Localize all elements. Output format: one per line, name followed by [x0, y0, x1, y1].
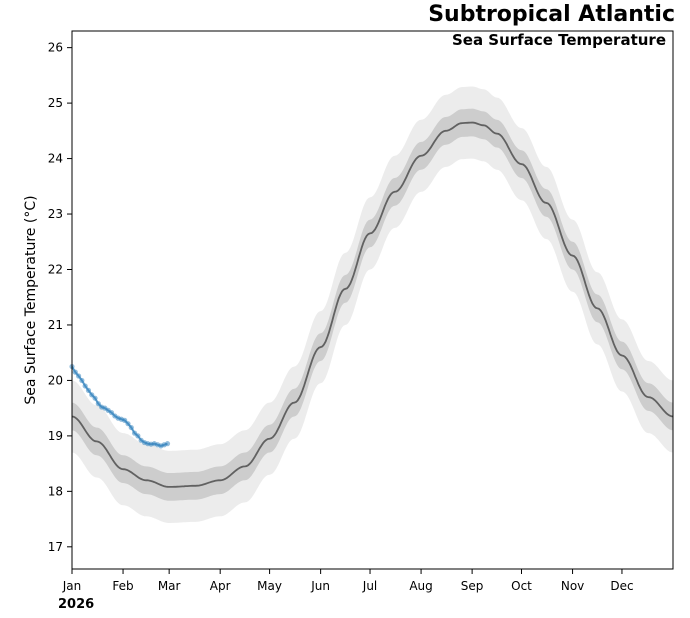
- y-tick-label: 20: [48, 373, 63, 387]
- x-tick-label: Jun: [310, 579, 330, 593]
- y-tick-label: 19: [48, 429, 63, 443]
- observed-series: [69, 363, 171, 449]
- outer-range-band: [72, 86, 673, 523]
- x-tick-label: Apr: [210, 579, 231, 593]
- chart-title: Subtropical Atlantic: [428, 2, 675, 27]
- y-axis-label: Sea Surface Temperature (°C): [23, 195, 39, 404]
- observed-point: [75, 373, 82, 379]
- observed-point: [79, 377, 85, 384]
- y-tick-label: 26: [48, 41, 63, 55]
- observed-point: [89, 392, 95, 398]
- y-tick-label: 21: [48, 318, 63, 332]
- x-tick-label: Dec: [610, 579, 633, 593]
- y-tick-label: 24: [48, 152, 63, 166]
- x-tick-label: Jul: [362, 579, 377, 593]
- observed-point: [85, 387, 92, 394]
- x-tick-label: May: [257, 579, 282, 593]
- climatology-mean: [72, 121, 673, 488]
- year-label: 2026: [58, 597, 95, 612]
- x-tick-label: Oct: [511, 579, 532, 593]
- y-tick-label: 22: [48, 262, 63, 276]
- x-axis: Jan Feb Mar Apr May Jun Jul Aug Sep Oct Nov Dec: [62, 569, 634, 593]
- observed-point: [122, 417, 128, 423]
- x-tick-label: Jan: [62, 579, 82, 593]
- observed-point: [72, 369, 78, 375]
- inner-range-band: [72, 108, 673, 501]
- observed-point: [92, 395, 98, 401]
- y-axis: 17 18 19 20 21 22 23 24 25 26: [48, 41, 72, 554]
- x-tick-label: Mar: [158, 579, 181, 593]
- climatology-bands: [72, 86, 673, 523]
- observed-point: [125, 421, 131, 427]
- observed-point: [82, 383, 88, 389]
- y-tick-label: 23: [48, 207, 63, 221]
- x-tick-label: Nov: [561, 579, 584, 593]
- y-tick-label: 25: [48, 96, 63, 110]
- x-tick-label: Aug: [409, 579, 432, 593]
- mean-line: [72, 121, 673, 488]
- chart-subtitle: Sea Surface Temperature: [451, 31, 666, 49]
- plot-frame: [71, 30, 674, 570]
- y-tick-label: 18: [48, 484, 63, 498]
- observed-point: [135, 433, 141, 439]
- x-tick-label: Feb: [112, 579, 133, 593]
- y-tick-label: 17: [48, 540, 63, 554]
- observed-point: [164, 441, 171, 447]
- observed-point: [95, 401, 101, 407]
- x-tick-label: Sep: [461, 579, 484, 593]
- observed-point: [128, 424, 134, 431]
- observed-point: [108, 409, 115, 416]
